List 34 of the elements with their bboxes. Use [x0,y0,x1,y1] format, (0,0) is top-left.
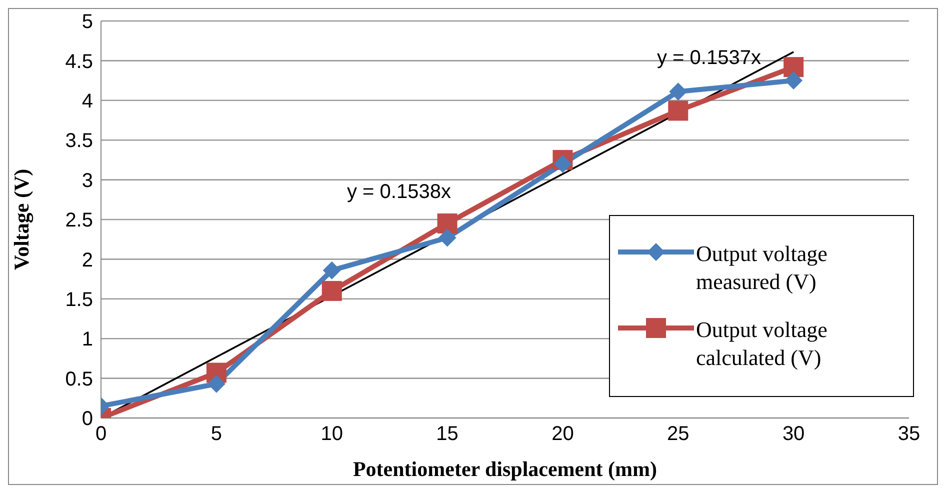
y-axis-title: Voltage (V) [9,168,34,270]
x-tick-label: 10 [320,423,343,446]
point [322,261,341,280]
point [668,100,688,121]
x-tick-label: 5 [210,423,222,446]
legend-label: Output voltage measured (V) [696,240,828,296]
point [322,280,342,301]
legend-label: Output voltage calculated (V) [696,316,828,372]
y-tick-label: 3.5 [65,130,93,152]
x-tick-label: 25 [667,423,690,446]
point [437,213,458,234]
x-axis-title: Potentiometer displacement (mm) [352,457,658,481]
y-tick-label: 4 [82,90,93,112]
point [669,82,688,101]
point [784,72,803,90]
y-tick-label: 2 [82,249,93,272]
y-tick-label: 5 [82,11,93,34]
x-tick-label: 20 [552,423,574,446]
point [207,374,226,393]
y-tick-label: 0.5 [65,368,93,390]
y-tick-label: 1.5 [65,289,93,311]
point [438,228,456,247]
y-tick-label: 3 [82,170,93,192]
y-tick-label: 1 [82,328,93,351]
y-tick-label: 0 [82,408,93,430]
x-tick-label: 30 [782,423,805,446]
y-tick-label: 4.5 [65,50,93,73]
point [554,154,572,173]
x-tick-label: 15 [436,423,458,446]
annotation: y = 0.1537x [657,47,761,70]
annotation: y = 0.1538x [347,181,451,204]
point [784,57,804,78]
y-tick-label: 2.5 [65,210,93,232]
x-tick-label: 35 [898,423,920,446]
